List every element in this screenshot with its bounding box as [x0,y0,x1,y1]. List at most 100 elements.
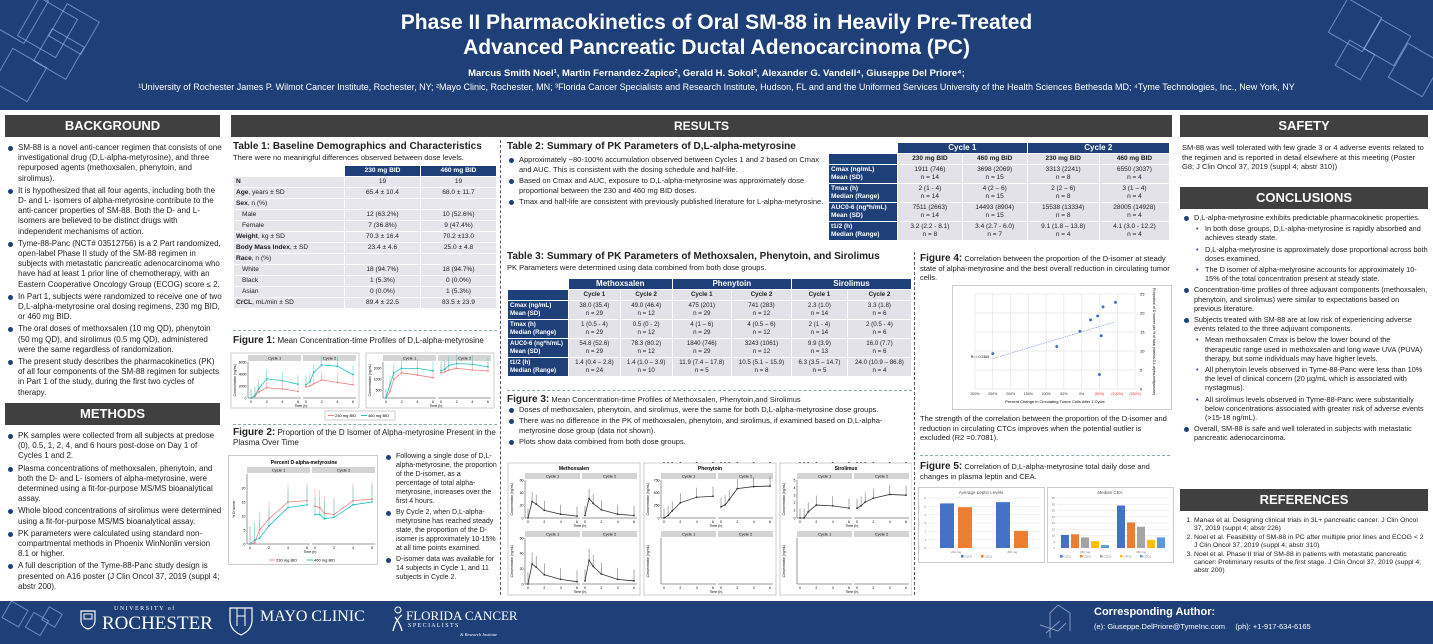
y-axis-label: Concentration (ng/mL) [646,483,650,516]
table-cell: 2 (2 – 6) n = 8 [1027,184,1099,202]
x-tick-label: 0 [440,400,442,404]
table3-title: Table 3: Summary of PK Parameters of Met… [507,251,880,262]
data-point [633,514,635,517]
data-point [872,462,875,463]
row-label: Tmax (h) Median (Range) [508,320,568,338]
legend-swatch [1140,555,1143,558]
cell-value: 15538 (13334) [1042,204,1085,211]
chart-title: Phenytoin [698,466,722,472]
table-cell: 741 (283) n = 12 [732,301,791,319]
row-label: AUC0-6 (ng*h/mL) Mean (SD) [829,203,897,221]
data-point [309,385,311,387]
col-header: 460 mg BID [1099,154,1169,164]
y-tick-label: 5 [244,528,246,532]
section-header-safety: SAFETY [1180,115,1428,137]
y-tick-label: 2 [794,462,796,463]
group-header: Phenytoin [672,279,791,289]
table-row: Body Mass Index, ± SD 23.4 ± 4.6 25.0 ± 4.… [234,243,496,254]
cell-value: 6550 (3037) [1116,166,1152,173]
cell-value: 7511 (2663) [912,204,948,211]
x-tick-label: 4 [560,586,562,590]
x-tick-label: 0 [720,586,722,590]
y-tick-label: 6000 [239,360,247,364]
table-cell: 3 (1 – 4) n = 4 [1099,184,1169,202]
row-label-stat: Median (Range) [831,193,880,200]
y-tick-label: 4 [794,462,796,463]
table-cell: 16.0 (7.7) n = 6 [847,339,911,357]
table-cell: 70.2 ±13.0 [421,232,496,243]
x-tick-label: 2 [679,586,681,590]
y-tick-label: 60 [520,478,524,482]
background-item: Tyme-88-Panc (NCT# 03512756) is a 2 Part… [6,239,222,290]
x-axis-label: Percent Change in Circulating Tumor Cell… [1005,399,1105,404]
figure4-note: The strength of the correlation between … [920,414,1167,442]
x-tick-label: 2 [268,546,270,550]
scatter-point [1089,318,1093,322]
x-tick-label: (50%) [1095,392,1105,396]
table-corner [829,154,897,164]
cell-n: n = 29 [693,348,711,355]
facet-label: Cycle 2 [603,474,617,479]
background-item: The oral doses of methoxsalen (10 mg QD)… [6,324,222,355]
data-point [600,508,603,511]
r-squared-annotation: R² = 0.2369 [971,355,989,359]
row-label: Body Mass Index, ± SD [234,243,344,254]
conclusions-list: D,L-alpha-metyrosine exhibits predictabl… [1182,213,1428,443]
table2-title: Table 2: Summary of PK Parameters of D,L… [507,141,796,152]
cell-value: 1911 (746) [914,166,946,173]
table-row: t1/2 (h) Median (Range) 3.2 (2.2 - 8.1) n =… [829,222,1169,240]
table-cell: 89.4 ± 22.5 [345,298,420,309]
row-label-rest: Female [242,222,264,230]
fcs-ribbon-icon [392,606,403,632]
cell-n: n = 4 [1127,231,1142,238]
facet-strip [582,531,637,537]
cell-value: 16.0 (7.7) [866,340,893,347]
data-point [352,373,354,376]
y-tick-label: 500 [654,491,660,495]
cell-n: n = 8 [1055,193,1071,200]
chart-title: Sirolimus [835,466,858,472]
facet-strip [854,473,909,479]
x-tick-label: 0 [584,520,586,524]
y-tick-label: 0 [658,516,660,520]
table-cell: 83.5 ± 23.9 [421,298,496,309]
cell-n: n = 12 [637,310,655,317]
data-point [253,541,256,544]
row-label-stat: Mean (SD) [510,348,541,355]
group-header: Cycle 2 [1027,143,1169,153]
table-row: Weight, kg ± SD 70.3 ± 16.4 70.2 ±13.0 [234,232,496,243]
conclusion-subitem: All phenytoin levels observed in Tyme-88… [1194,365,1428,393]
poster-title-line1: Phase II Pharmacokinetics of Oral SM-88 … [400,11,1033,34]
data-point [257,391,260,393]
x-tick-label: 4 [832,520,834,524]
y-tick-label: 20 [520,567,524,571]
cell-n: n = 6 [872,348,887,355]
facet-strip [854,531,909,537]
table-cell: 19 [345,177,420,188]
data-point [312,371,315,374]
table-cell: 7 (36.8%) [345,221,420,232]
conclusion-text: D,L-alpha-metyrosine exhibits predictabl… [1194,213,1420,222]
y-axis-label: Concentration (ng/mL) [782,545,786,578]
reference-item: Noel et al. Phase II trial of SM-88 in p… [1194,551,1428,576]
cell-n: n = 5 [694,367,709,374]
row-label: Sex, n (%) [234,199,344,210]
cell-value: 11.9 (7.4 – 17.8) [679,359,725,366]
table-row: Asian 0 (0.0%) 1 (5.3%) [234,287,496,298]
table-cell [345,199,420,210]
cell-n: n = 6 [872,310,887,317]
data-point [297,383,299,386]
bar [1061,534,1069,548]
data-point [831,462,834,463]
data-point [531,563,533,565]
table1-col-header: 460 mg BID [421,166,496,177]
cell-n: n = 8 [922,231,938,238]
legend-label: 460 mg BID [314,558,335,563]
cell-n: n = 15 [985,193,1004,200]
y-tick-label: 40 [1052,496,1056,500]
table-cell: 19 [421,177,496,188]
data-point [905,494,907,497]
row-label: Cmax (ng/mL) Mean (SD) [829,165,897,183]
row-label-bold: Weight [236,233,258,241]
